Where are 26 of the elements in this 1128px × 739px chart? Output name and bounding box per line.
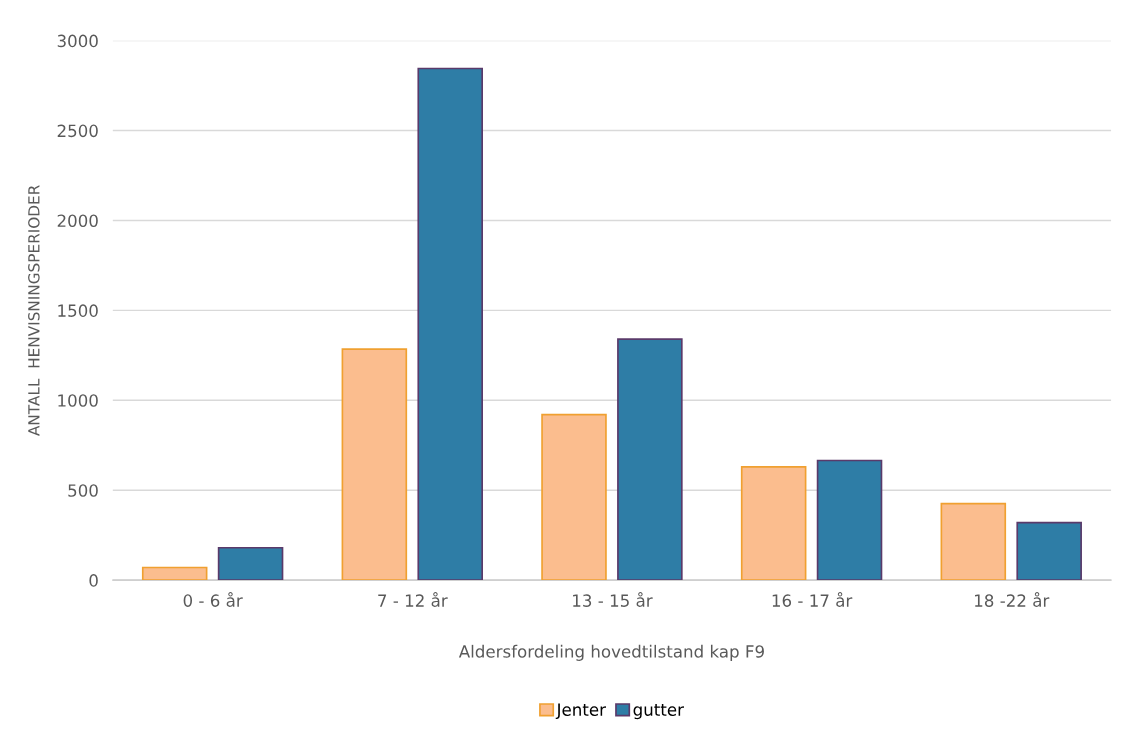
bar [541,413,607,581]
y-tick-label: 1000 [58,394,98,407]
x-tick-label: 7 - 12 år [378,592,448,607]
y-tick-label: 1500 [58,304,98,317]
bar [217,546,284,581]
legend-label: Jenter [555,703,606,720]
y-tick-label: 2000 [57,214,98,228]
x-axis-title: Aldersfordeling hovedtilstand kap F9 [458,644,764,661]
x-tick-label: 18 -22 år [975,592,1050,607]
bar [816,459,883,581]
y-tick-label: 500 [68,484,98,497]
bar [1016,521,1082,581]
legend-label: gutter [633,703,684,720]
bar [740,465,807,581]
y-tick-label: 0 [89,574,98,587]
x-tick-label: 16 - 17 år [772,592,853,607]
bar [417,67,483,581]
bar [617,338,683,581]
y-tick-label: 2500 [57,124,98,138]
y-tick-label: 3000 [57,34,98,48]
bar [940,502,1007,581]
bar [341,348,408,581]
x-tick-label: 13 - 15 år [573,592,653,607]
bar [141,566,208,581]
x-tick-label: 0 - 6 år [183,592,243,607]
y-axis-title: ANTALL HENVISNINGSPERIODER [28,185,40,436]
